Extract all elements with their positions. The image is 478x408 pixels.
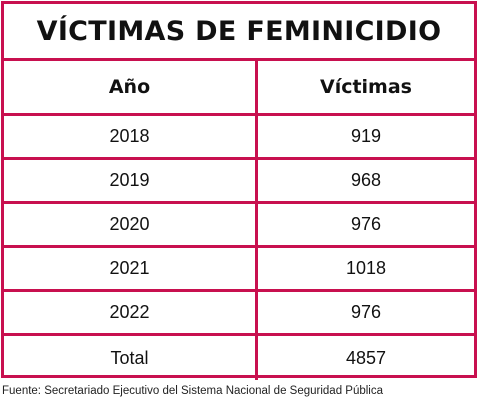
victims-cell: 1018 bbox=[345, 258, 387, 278]
table-grid: Año Víctimas 2018 919 2019 968 2020 976 … bbox=[4, 61, 474, 380]
source-note: Fuente: Secretariado Ejecutivo del Siste… bbox=[2, 385, 383, 397]
victims-cell: 919 bbox=[350, 126, 382, 146]
victims-table: VÍCTIMAS DE FEMINICIDIO Año Víctimas 201… bbox=[1, 1, 477, 380]
table-row: 2018 919 bbox=[4, 116, 474, 160]
year-cell: 2022 bbox=[4, 292, 258, 333]
table-header-row: Año Víctimas bbox=[4, 61, 474, 116]
victims-cell: 976 bbox=[350, 302, 382, 322]
year-cell: 2020 bbox=[4, 204, 258, 245]
victims-cell: 968 bbox=[350, 170, 382, 190]
table-row-total: Total 4857 bbox=[4, 336, 474, 380]
table-title: VÍCTIMAS DE FEMINICIDIO bbox=[4, 4, 474, 61]
year-cell: 2018 bbox=[4, 116, 258, 157]
table-row: 2022 976 bbox=[4, 292, 474, 336]
year-cell: 2021 bbox=[4, 248, 258, 289]
total-label-cell: Total bbox=[4, 336, 258, 380]
year-cell: 2019 bbox=[4, 160, 258, 201]
table-row: 2019 968 bbox=[4, 160, 474, 204]
header-victims: Víctimas bbox=[319, 76, 412, 98]
total-value-cell: 4857 bbox=[345, 347, 387, 368]
table-row: 2020 976 bbox=[4, 204, 474, 248]
victims-cell: 976 bbox=[350, 214, 382, 234]
header-year: Año bbox=[4, 61, 258, 113]
table-row: 2021 1018 bbox=[4, 248, 474, 292]
